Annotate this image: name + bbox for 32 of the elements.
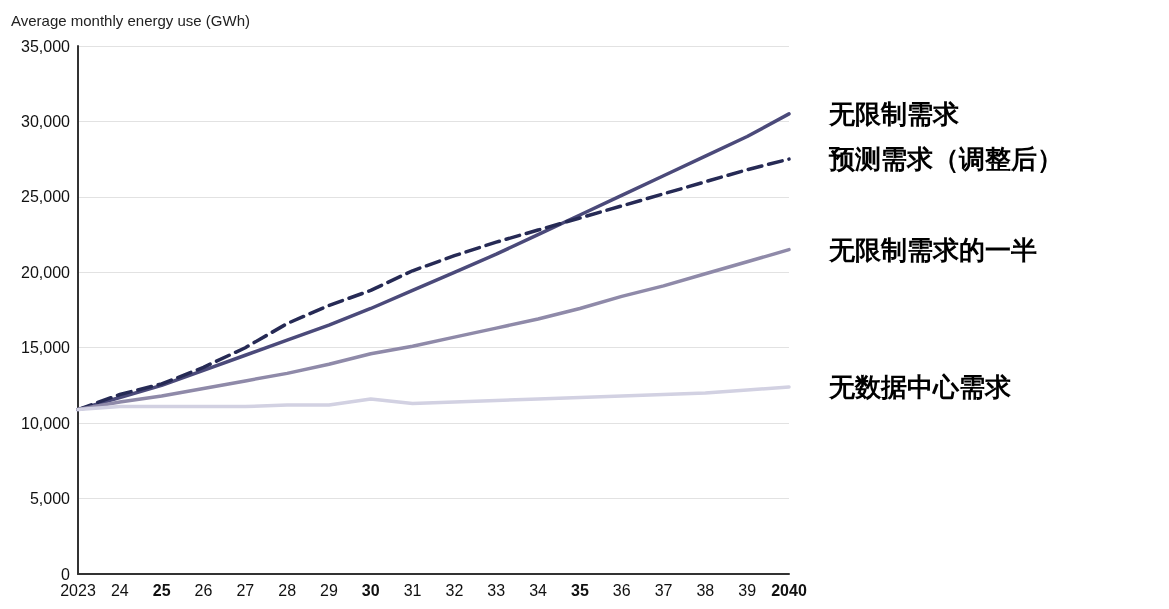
series-label: 无限制需求的一半 bbox=[828, 234, 1037, 265]
line-series bbox=[76, 385, 791, 412]
x-tick-label: 27 bbox=[236, 581, 255, 599]
x-tick-label: 34 bbox=[529, 581, 548, 599]
x-tick-label: 26 bbox=[194, 581, 213, 599]
x-tick-label: 24 bbox=[110, 581, 129, 599]
x-tick-label: 38 bbox=[696, 581, 715, 599]
x-tick-label: 30 bbox=[361, 581, 380, 599]
x-tick-label: 29 bbox=[320, 581, 338, 599]
x-tick-label: 35 bbox=[570, 581, 589, 599]
x-tick-label: 2023 bbox=[60, 581, 96, 599]
series-label: 预测需求（调整后） bbox=[828, 144, 1063, 175]
y-tick-label: 5,000 bbox=[29, 490, 71, 508]
x-tick-label: 33 bbox=[487, 581, 506, 599]
y-tick-label: 35,000 bbox=[21, 37, 71, 55]
x-tick-label: 37 bbox=[654, 581, 673, 599]
x-tick-label: 36 bbox=[612, 581, 631, 599]
x-tick-label: 31 bbox=[403, 581, 422, 599]
y-tick-label: 10,000 bbox=[21, 414, 71, 432]
y-axis-title: Average monthly energy use (GWh) bbox=[11, 12, 250, 29]
series-label: 无数据中心需求 bbox=[828, 371, 1012, 402]
x-tick-label: 39 bbox=[738, 581, 757, 599]
x-tick-label: 28 bbox=[278, 581, 297, 599]
x-tick-label: 2040 bbox=[771, 581, 807, 599]
y-tick-label: 0 bbox=[61, 565, 71, 583]
y-tick-label: 30,000 bbox=[21, 112, 71, 130]
series-label: 无限制需求 bbox=[828, 98, 960, 129]
x-tick-label: 32 bbox=[445, 581, 464, 599]
y-tick-label: 15,000 bbox=[21, 339, 71, 357]
x-tick-label: 25 bbox=[152, 581, 171, 599]
y-tick-label: 20,000 bbox=[21, 263, 71, 281]
y-tick-label: 25,000 bbox=[21, 188, 71, 206]
